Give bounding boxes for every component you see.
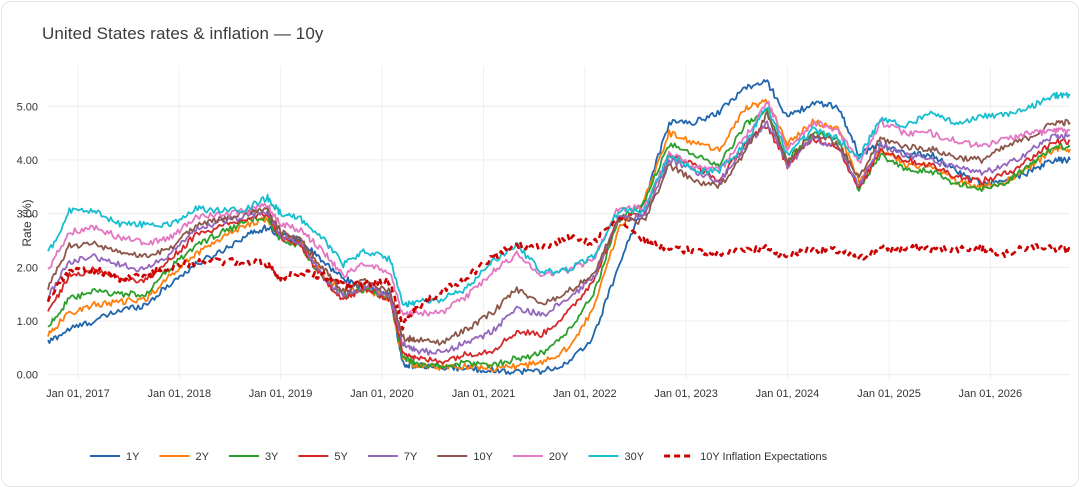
legend-item-5y[interactable]: 5Y <box>298 451 349 463</box>
series-line-7y <box>47 120 1071 356</box>
x-tick-label: Jan 01, 2020 <box>350 388 414 400</box>
series-line-5y <box>47 125 1071 365</box>
y-axis-label: Rate (%) <box>20 199 34 246</box>
series-line-30y <box>47 91 1071 308</box>
series-line-20y <box>47 100 1071 318</box>
x-axis-ticks: Jan 01, 2017 Jan 01, 2018 Jan 01, 2019 Jan … <box>46 388 1022 400</box>
legend[interactable]: 1Y 2Y 3Y 5Y 7Y 10Y 20Y 30Y 10Y Inflation Expecta… <box>90 451 828 463</box>
legend-item-2y[interactable]: 2Y <box>159 451 210 463</box>
legend-item-1y[interactable]: 1Y <box>90 451 140 463</box>
legend-item-7y[interactable]: 7Y <box>367 451 418 463</box>
x-tick-label: Jan 01, 2018 <box>147 388 211 400</box>
y-tick-label: 2.00 <box>17 262 38 274</box>
x-tick-label: Jan 01, 2019 <box>249 388 313 400</box>
chart-title: United States rates & inflation — 10y <box>42 24 324 43</box>
legend-label: 10Y Inflation Expectations <box>700 451 827 463</box>
legend-label: 20Y <box>549 451 569 463</box>
legend-item-20y[interactable]: 20Y <box>512 451 569 463</box>
legend-label: 7Y <box>404 451 418 463</box>
legend-item-3y[interactable]: 3Y <box>228 451 279 463</box>
legend-item-10y[interactable]: 10Y <box>437 451 494 463</box>
legend-label: 5Y <box>334 451 348 463</box>
legend-item-10y-inflation-expectations[interactable]: 10Y Inflation Expectations <box>664 451 828 463</box>
legend-label: 10Y <box>473 451 493 463</box>
y-tick-label: 0.00 <box>17 370 38 382</box>
x-tick-label: Jan 01, 2024 <box>756 388 820 400</box>
y-tick-label: 5.00 <box>17 101 38 113</box>
y-axis-ticks: 0.00 1.00 2.00 3.00 4.00 5.00 <box>17 101 38 381</box>
series-line-2y <box>47 98 1071 373</box>
x-tick-label: Jan 01, 2021 <box>452 388 516 400</box>
grid <box>48 66 1070 380</box>
legend-label: 1Y <box>126 451 140 463</box>
x-tick-label: Jan 01, 2025 <box>857 388 921 400</box>
x-tick-label: Jan 01, 2017 <box>46 388 110 400</box>
x-tick-label: Jan 01, 2026 <box>959 388 1023 400</box>
y-tick-label: 3.00 <box>17 209 38 221</box>
y-tick-label: 1.00 <box>17 316 38 328</box>
x-tick-label: Jan 01, 2022 <box>553 388 617 400</box>
series-line-3y <box>47 108 1071 369</box>
legend-label: 3Y <box>265 451 279 463</box>
legend-label: 2Y <box>195 451 209 463</box>
series-lines <box>46 79 1072 376</box>
x-tick-label: Jan 01, 2023 <box>654 388 718 400</box>
legend-label: 30Y <box>625 451 645 463</box>
series-line-10y-inflation-expectations <box>46 216 1072 331</box>
y-tick-label: 4.00 <box>17 155 38 167</box>
legend-item-30y[interactable]: 30Y <box>588 451 645 463</box>
